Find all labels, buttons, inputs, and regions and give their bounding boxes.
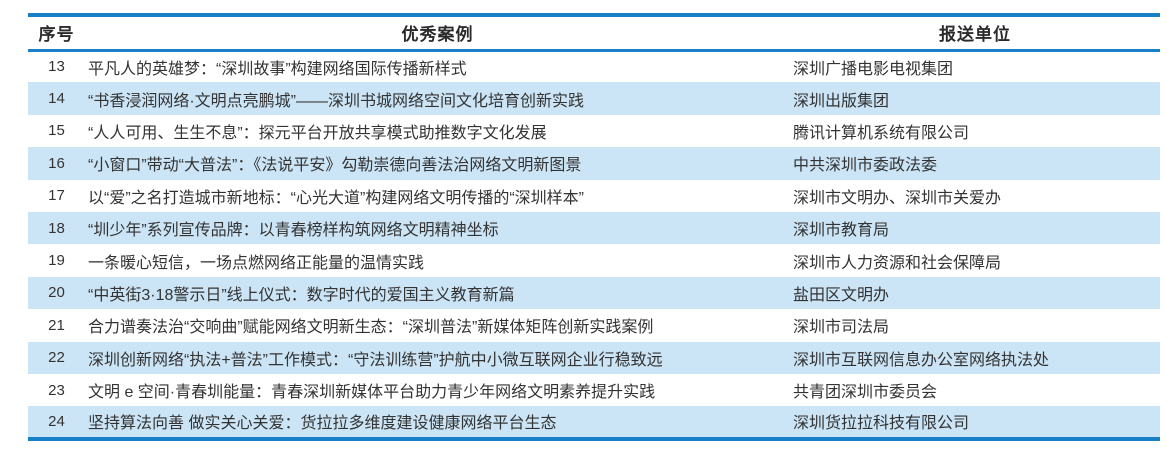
row-number-cell: 13 bbox=[48, 58, 65, 76]
unit-cell: 深圳广播电影电视集团 bbox=[793, 60, 954, 78]
row-number-cell: 19 bbox=[48, 252, 65, 270]
row-number-cell: 17 bbox=[48, 187, 65, 205]
unit-cell: 深圳市文明办、深圳市关爱办 bbox=[793, 189, 1002, 207]
row-number-cell: 21 bbox=[48, 316, 65, 334]
case-title-cell: “人人可用、生生不息”：探元平台开放共享模式助推数字文化发展 bbox=[88, 124, 547, 142]
column-header-no: 序号 bbox=[28, 15, 85, 52]
case-title-cell: 合力谱奏法治“交响曲”赋能网络文明新生态：“深圳普法”新媒体矩阵创新实践案例 bbox=[88, 319, 654, 337]
case-title-cell: 以“爱”之名打造城市新地标：“心光大道”构建网络文明传播的“深圳样本” bbox=[88, 189, 584, 207]
table-row: 19 一条暖心短信，一场点燃网络正能量的温情实践 深圳市人力资源和社会保障局 bbox=[28, 244, 1160, 277]
case-title-cell: 文明 e 空间·青春圳能量：青春深圳新媒体平台助力青少年网络文明素养提升实践 bbox=[88, 384, 656, 402]
unit-cell: 深圳市人力资源和社会保障局 bbox=[793, 254, 1002, 272]
table-row: 14 “书香浸润网络·文明点亮鹏城”——深圳书城网络空间文化培育创新实践 深圳出版集… bbox=[28, 82, 1160, 115]
table-row: 16 “小窗口”带动“大普法”：《法说平安》勾勒崇德向善法治网络文明新图景 中共深圳… bbox=[28, 147, 1160, 180]
unit-cell: 共青团深圳市委员会 bbox=[793, 384, 938, 402]
row-number-cell: 14 bbox=[48, 90, 65, 108]
table-row: 18 “圳少年”系列宣传品牌：以青春榜样构筑网络文明精神坐标 深圳市教育局 bbox=[28, 211, 1160, 245]
row-number-cell: 22 bbox=[48, 349, 65, 367]
row-number-cell: 20 bbox=[48, 284, 65, 302]
table-row: 21 合力谱奏法治“交响曲”赋能网络文明新生态：“深圳普法”新媒体矩阵创新实践案例… bbox=[28, 309, 1160, 342]
excellent-cases-table: 序号 优秀案例 报送单位 13 平凡人的英雄梦：“深圳故事”构建网络国际传播新样式… bbox=[28, 13, 1160, 441]
header-row: 序号 优秀案例 报送单位 bbox=[28, 15, 1160, 52]
table-row: 23 文明 e 空间·青春圳能量：青春深圳新媒体平台助力青少年网络文明素养提升实践… bbox=[28, 373, 1160, 407]
case-title-cell: 深圳创新网络“执法+普法”工作模式：“守法训练营”护航中小微互联网企业行稳致远 bbox=[88, 351, 663, 369]
case-title-cell: 一条暖心短信，一场点燃网络正能量的温情实践 bbox=[88, 254, 425, 272]
unit-cell: 盐田区文明办 bbox=[793, 286, 890, 304]
unit-cell: 深圳市司法局 bbox=[793, 319, 890, 337]
unit-cell: 深圳市教育局 bbox=[793, 222, 890, 240]
unit-cell: 深圳市互联网信息办公室网络执法处 bbox=[793, 351, 1050, 369]
row-number-cell: 15 bbox=[48, 122, 65, 140]
case-title-cell: 平凡人的英雄梦：“深圳故事”构建网络国际传播新样式 bbox=[88, 60, 467, 78]
table-row: 24 坚持算法向善 做实关心关爱：货拉拉多维度建设健康网络平台生态 深圳货拉拉科技有… bbox=[28, 406, 1160, 439]
column-header-case: 优秀案例 bbox=[85, 15, 790, 52]
column-header-unit: 报送单位 bbox=[790, 15, 1160, 52]
case-title-cell: “书香浸润网络·文明点亮鹏城”——深圳书城网络空间文化培育创新实践 bbox=[88, 92, 584, 110]
unit-cell: 深圳出版集团 bbox=[793, 92, 890, 110]
table-row: 15 “人人可用、生生不息”：探元平台开放共享模式助推数字文化发展 腾讯计算机系统有… bbox=[28, 114, 1160, 148]
unit-cell: 腾讯计算机系统有限公司 bbox=[793, 124, 970, 142]
excellent-cases-table-container: 序号 优秀案例 报送单位 13 平凡人的英雄梦：“深圳故事”构建网络国际传播新样式… bbox=[28, 13, 1160, 441]
case-title-cell: “圳少年”系列宣传品牌：以青春榜样构筑网络文明精神坐标 bbox=[88, 222, 499, 240]
row-number-cell: 18 bbox=[48, 219, 65, 237]
table-row: 22 深圳创新网络“执法+普法”工作模式：“守法训练营”护航中小微互联网企业行稳致… bbox=[28, 341, 1160, 374]
row-number-cell: 24 bbox=[48, 412, 65, 430]
row-number-cell: 16 bbox=[48, 154, 65, 172]
case-title-cell: 坚持算法向善 做实关心关爱：货拉拉多维度建设健康网络平台生态 bbox=[88, 415, 557, 433]
table-row: 17 以“爱”之名打造城市新地标：“心光大道”构建网络文明传播的“深圳样本” 深圳市… bbox=[28, 179, 1160, 212]
table-row: 20 “中英街3·18警示日”线上仪式：数字时代的爱国主义教育新篇 盐田区文明办 bbox=[28, 276, 1160, 310]
table-row: 13 平凡人的英雄梦：“深圳故事”构建网络国际传播新样式 深圳广播电影电视集团 bbox=[28, 50, 1160, 83]
table-header: 序号 优秀案例 报送单位 bbox=[28, 15, 1160, 52]
unit-cell: 中共深圳市委政法委 bbox=[793, 157, 938, 175]
case-title-cell: “中英街3·18警示日”线上仪式：数字时代的爱国主义教育新篇 bbox=[88, 286, 515, 304]
row-number-cell: 23 bbox=[48, 381, 65, 399]
case-title-cell: “小窗口”带动“大普法”：《法说平安》勾勒崇德向善法治网络文明新图景 bbox=[88, 157, 582, 175]
unit-cell: 深圳货拉拉科技有限公司 bbox=[793, 415, 970, 433]
table-body: 13 平凡人的英雄梦：“深圳故事”构建网络国际传播新样式 深圳广播电影电视集团 14 “… bbox=[28, 50, 1160, 439]
